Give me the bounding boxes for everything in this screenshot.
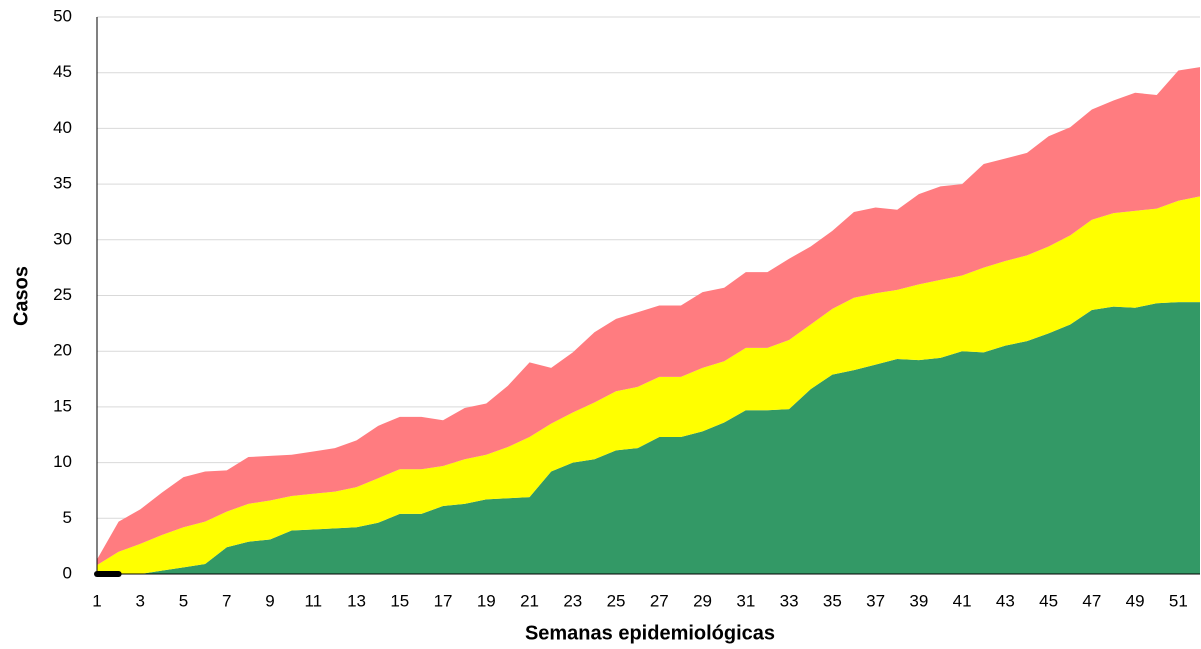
x-tick-label: 27 xyxy=(650,591,669,610)
x-tick-label: 37 xyxy=(866,591,885,610)
area xyxy=(97,67,1200,566)
y-tick-label: 5 xyxy=(63,508,72,527)
y-tick-label: 40 xyxy=(53,118,72,137)
y-tick-label: 20 xyxy=(53,341,72,360)
x-tick-label: 31 xyxy=(736,591,755,610)
x-tick-label: 41 xyxy=(953,591,972,610)
y-tick-label: 50 xyxy=(53,6,72,25)
y-tick-label: 45 xyxy=(53,62,72,81)
y-tick-label: 0 xyxy=(63,563,72,582)
x-tick-label: 11 xyxy=(304,591,322,610)
area xyxy=(97,302,1200,574)
x-tick-label: 45 xyxy=(1039,591,1058,610)
y-tick-label: 35 xyxy=(53,174,72,193)
y-tick-label: 30 xyxy=(53,229,72,248)
x-tick-label: 39 xyxy=(909,591,928,610)
y-axis-title: Casos xyxy=(10,266,32,326)
x-tick-label: 9 xyxy=(265,591,274,610)
y-tick-label: 15 xyxy=(53,396,72,415)
x-tick-label: 13 xyxy=(347,591,366,610)
area xyxy=(97,196,1200,574)
x-tick-label: 3 xyxy=(136,591,145,610)
x-tick-label: 17 xyxy=(434,591,453,610)
x-tick-label: 51 xyxy=(1169,591,1188,610)
x-tick-label: 29 xyxy=(693,591,712,610)
x-tick-label: 19 xyxy=(477,591,496,610)
x-tick-label: 47 xyxy=(1082,591,1101,610)
x-tick-label: 15 xyxy=(390,591,409,610)
x-tick-label: 1 xyxy=(92,591,101,610)
x-tick-label: 35 xyxy=(823,591,842,610)
x-tick-label: 21 xyxy=(520,591,539,610)
x-tick-label: 7 xyxy=(222,591,231,610)
y-tick-label: 25 xyxy=(53,285,72,304)
x-tick-label: 43 xyxy=(996,591,1015,610)
x-axis-title: Semanas epidemiológicas xyxy=(525,622,775,644)
x-tick-label: 5 xyxy=(179,591,188,610)
y-tick-label: 10 xyxy=(53,452,72,471)
x-tick-label: 25 xyxy=(607,591,626,610)
x-tick-label: 23 xyxy=(563,591,582,610)
x-tick-label: 49 xyxy=(1126,591,1145,610)
x-tick-label: 33 xyxy=(780,591,799,610)
